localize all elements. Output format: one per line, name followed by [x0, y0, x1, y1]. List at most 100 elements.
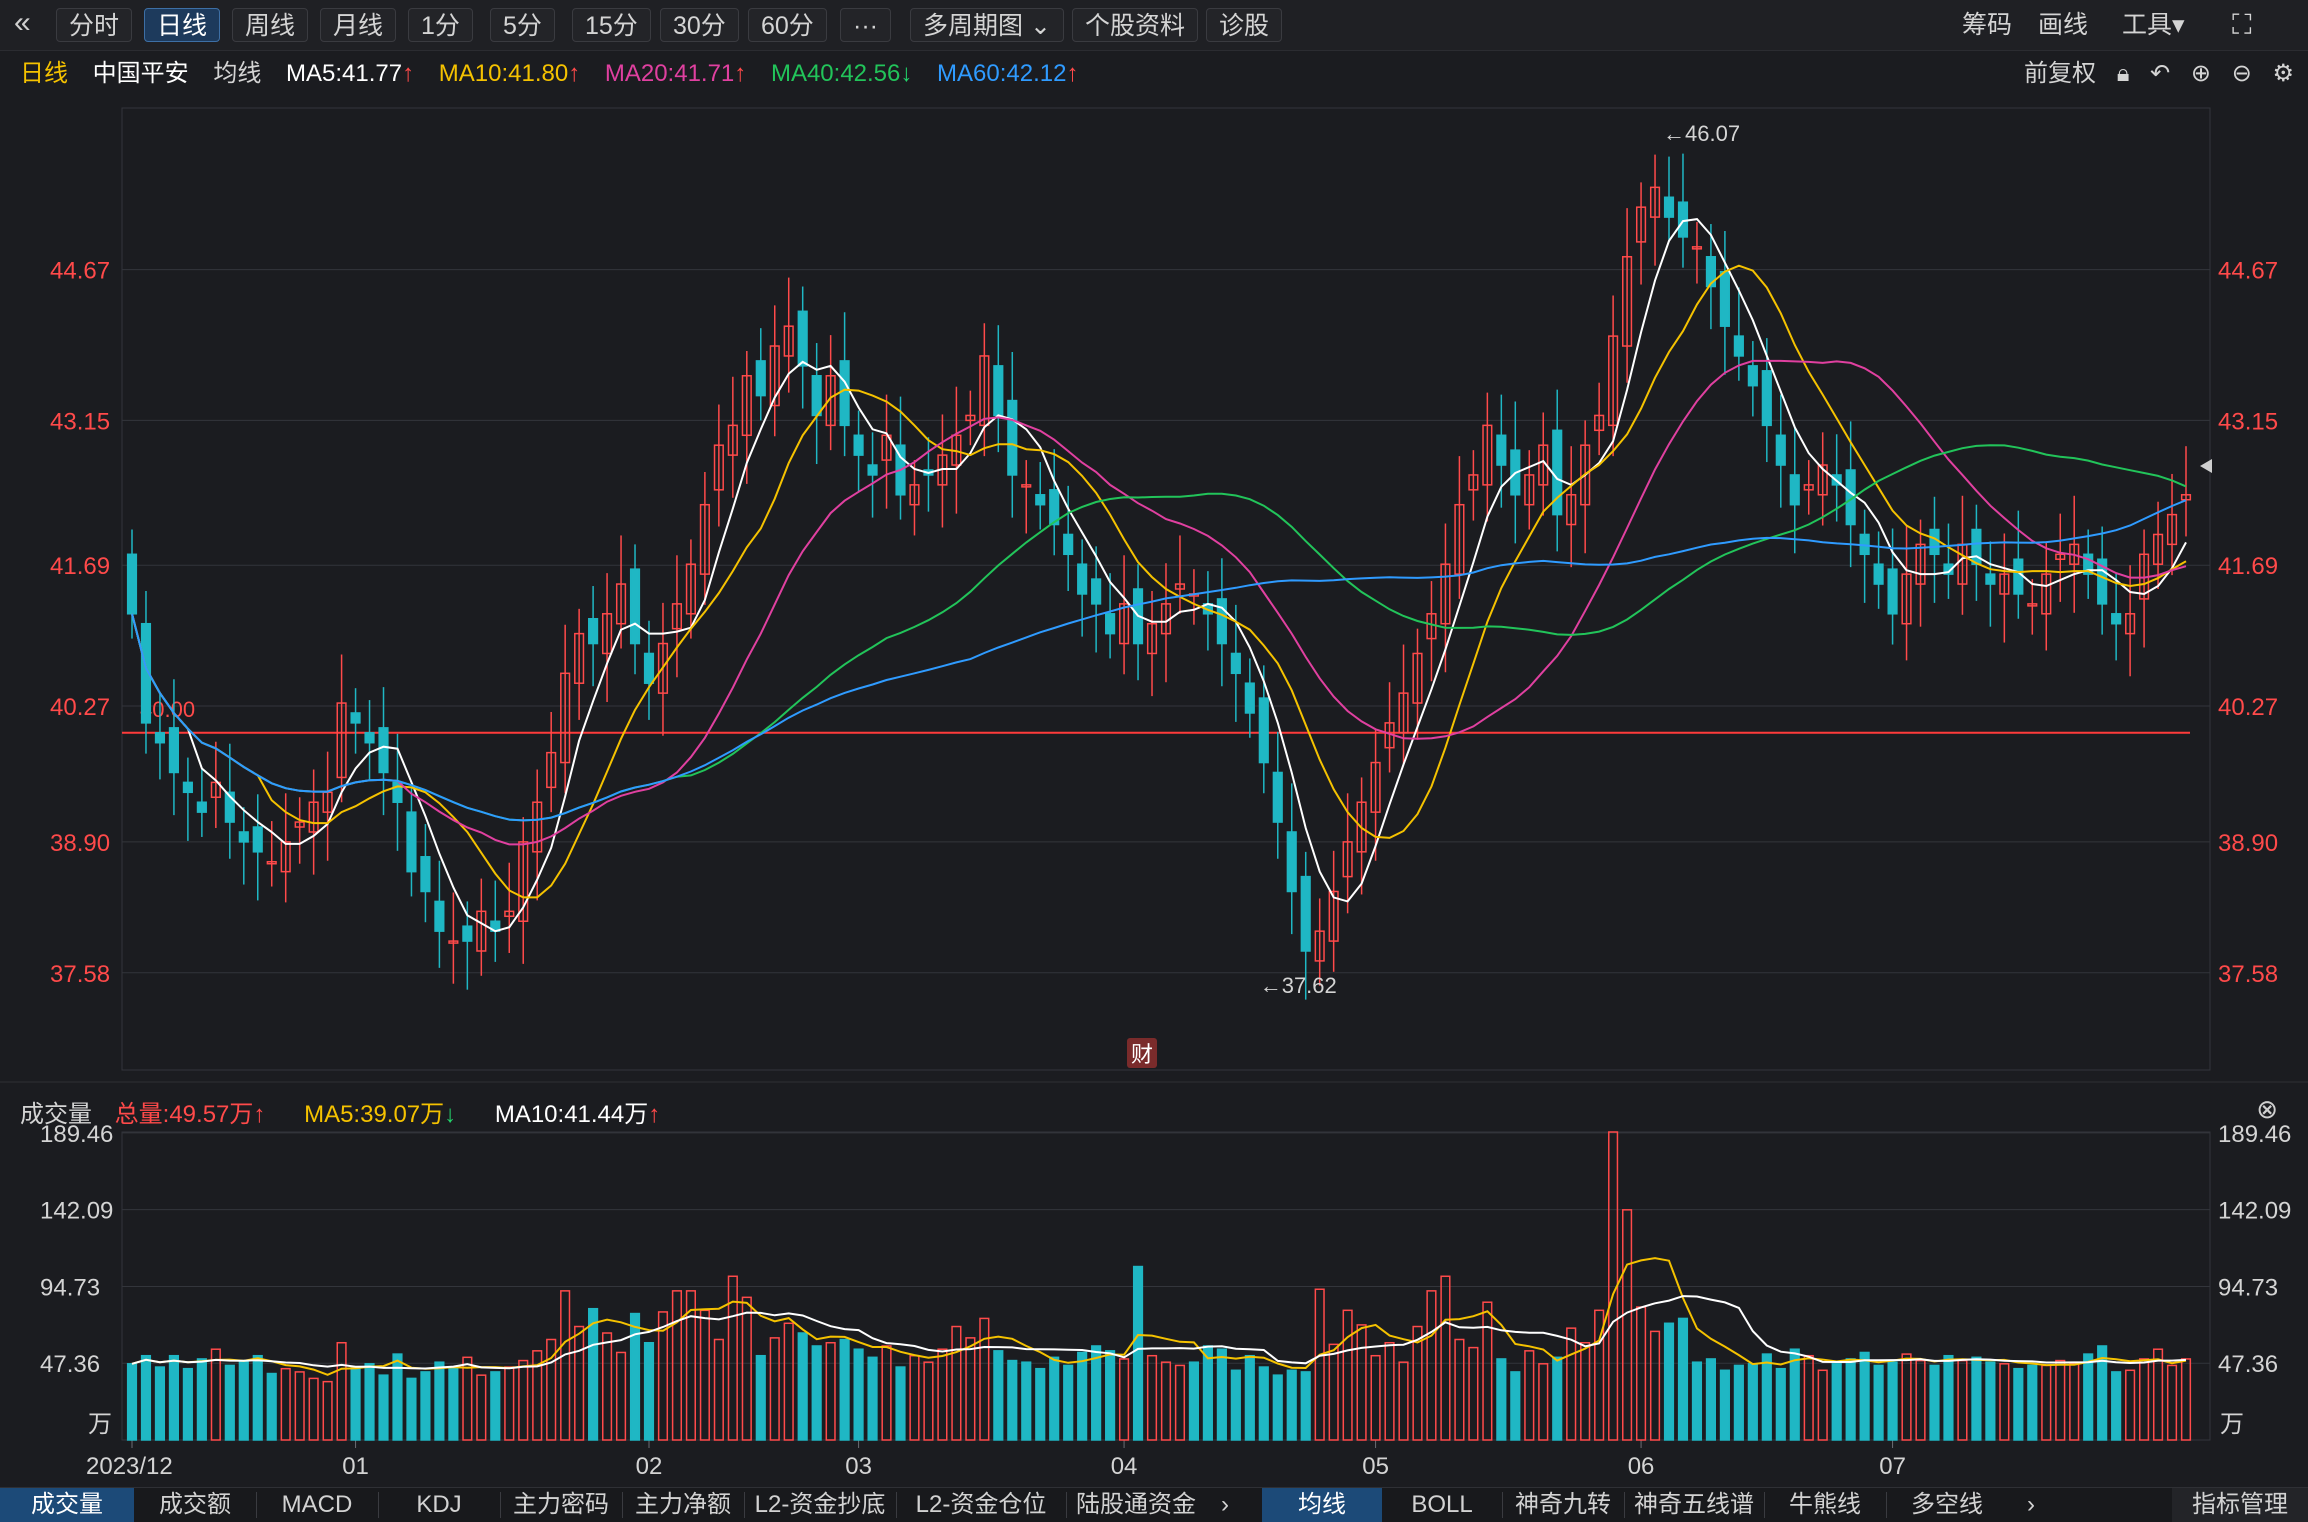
tab-northbound[interactable]: 陆股通资金 — [1076, 1491, 1196, 1518]
candle-body — [1300, 875, 1311, 952]
volume-bar — [1105, 1350, 1116, 1441]
candle-body — [1091, 578, 1102, 605]
volume-bar — [504, 1366, 515, 1441]
zoom-in-icon[interactable]: ⊕ — [2190, 60, 2212, 87]
draw-line-button[interactable]: 画线 — [2038, 11, 2089, 39]
more-periods-button[interactable]: ··· — [840, 8, 891, 42]
candle-body — [979, 355, 990, 427]
volume-bar — [2055, 1359, 2066, 1441]
diagnose-button[interactable]: 诊股 — [1206, 8, 1283, 42]
tab-period-monthly[interactable]: 月线 — [320, 8, 397, 42]
tab-volume[interactable]: 成交量 — [0, 1488, 134, 1522]
x-tick-label: 04 — [1111, 1453, 1138, 1480]
tab-long-short[interactable]: 多空线 — [1911, 1491, 1983, 1518]
kline-chart[interactable]: 44.67 44.67 43.15 43.15 41.69 41.69 40.27 40.27… — [0, 0, 2308, 1487]
tab-divider — [1066, 1492, 1067, 1518]
fullscreen-icon[interactable]: ⛶ — [2232, 9, 2252, 40]
volume-bar — [210, 1348, 221, 1441]
volume-bar — [685, 1290, 696, 1441]
close-panel-icon[interactable]: ⊗ — [2256, 1094, 2278, 1124]
tab-magic-five[interactable]: 神奇五线谱 — [1634, 1491, 1754, 1518]
volume-bar — [825, 1341, 836, 1441]
tab-period-30min[interactable]: 30分 — [660, 8, 739, 42]
volume-bar — [2013, 1367, 2024, 1441]
price-tick-label-left: 37.58 — [50, 961, 110, 988]
indicator-manage-button[interactable]: 指标管理 — [2172, 1488, 2308, 1522]
tab-period-60min[interactable]: 60分 — [748, 8, 827, 42]
volume-bar — [601, 1332, 613, 1441]
tab-boll[interactable]: BOLL — [1411, 1491, 1473, 1518]
finance-event-icon: 财 — [1131, 1043, 1153, 1068]
volume-bar — [727, 1275, 738, 1441]
tab-l2-bottom[interactable]: L2-资金抄底 — [754, 1491, 886, 1518]
volume-bar — [1300, 1371, 1311, 1441]
volume-tick-label-left: 94.73 — [40, 1274, 100, 1301]
volume-bar — [755, 1354, 766, 1441]
volume-bar — [462, 1356, 473, 1441]
candle-body — [1007, 399, 1018, 476]
tab-period-weekly[interactable]: 周线 — [232, 8, 309, 42]
volume-bar — [252, 1354, 263, 1441]
candle-body — [1118, 603, 1130, 645]
adjust-mode-button[interactable]: 前复权 — [2024, 60, 2097, 87]
volume-tick-label-right: 94.73 — [2218, 1274, 2278, 1301]
candle-body — [713, 444, 724, 491]
ma40-arrow: ↓ — [900, 60, 913, 87]
volume-tick-label-left: 142.09 — [40, 1198, 113, 1225]
tab-turnover[interactable]: 成交额 — [159, 1491, 231, 1518]
ma60-value: MA60:42.12 — [937, 60, 1067, 87]
tab-ma[interactable]: 均线 — [1262, 1488, 1382, 1522]
tab-period-5min[interactable]: 5分 — [490, 8, 555, 42]
volume-bar — [518, 1359, 529, 1441]
tab-period-15min[interactable]: 15分 — [572, 8, 651, 42]
volume-bar — [1775, 1367, 1786, 1441]
volume-bar — [1873, 1364, 1884, 1441]
tab-bull-bear[interactable]: 牛熊线 — [1789, 1491, 1861, 1518]
volume-bar — [1649, 1330, 1661, 1441]
x-tick-label: 01 — [342, 1453, 369, 1480]
chips-button[interactable]: 筹码 — [1962, 11, 2013, 39]
tab-main-net[interactable]: 主力净额 — [635, 1491, 731, 1518]
tab-period-1min[interactable]: 1分 — [408, 8, 473, 42]
double-chevron-left-icon[interactable]: « — [14, 6, 31, 39]
candle-body — [1580, 444, 1591, 506]
lock-icon[interactable]: 🔒︎ — [2116, 60, 2130, 87]
volume-bar — [1705, 1358, 1717, 1441]
volume-bar — [1719, 1369, 1730, 1441]
volume-bar — [294, 1371, 305, 1441]
candle-body — [1496, 434, 1507, 466]
tab-main-code[interactable]: 主力密码 — [513, 1491, 609, 1518]
chevron-right-icon[interactable]: › — [2027, 1491, 2035, 1518]
tab-macd[interactable]: MACD — [281, 1491, 353, 1518]
tab-l2-position[interactable]: L2-资金仓位 — [915, 1491, 1047, 1518]
multi-period-dropdown[interactable]: 多周期图 ⌄ — [910, 8, 1064, 42]
volume-bar — [1691, 1361, 1703, 1441]
candle-body — [2152, 533, 2164, 565]
volume-bar — [322, 1380, 333, 1441]
price-tick-label-left: 38.90 — [50, 830, 110, 857]
tab-period-daily[interactable]: 日线 — [144, 8, 221, 42]
candle-body — [378, 727, 389, 774]
ma60-arrow: ↑ — [1066, 60, 1079, 87]
candle-body — [1663, 196, 1675, 218]
stock-name[interactable]: 中国平安 — [92, 60, 189, 87]
tab-period-minute[interactable]: 分时 — [56, 8, 133, 42]
ma-label[interactable]: 均线 — [213, 60, 262, 87]
volume-bar — [1859, 1351, 1870, 1441]
candle-body — [1244, 682, 1255, 714]
volume-bar — [1146, 1354, 1158, 1441]
candle-body — [1677, 201, 1689, 238]
volume-title[interactable]: 成交量 — [20, 1101, 92, 1128]
stock-info-button[interactable]: 个股资料 — [1072, 8, 1199, 42]
tab-magic-nine[interactable]: 神奇九转 — [1515, 1491, 1611, 1518]
volume-bar — [993, 1350, 1004, 1441]
gear-icon[interactable]: ⚙ — [2272, 60, 2294, 87]
zoom-out-icon[interactable]: ⊖ — [2231, 60, 2252, 87]
tools-menu[interactable]: 工具▾ — [2122, 11, 2185, 39]
undo-icon[interactable]: ↶ — [2150, 60, 2171, 87]
tab-divider — [378, 1492, 379, 1518]
volume-ma10-arrow: ↑ — [648, 1101, 661, 1128]
chevron-right-icon[interactable]: › — [1221, 1491, 1229, 1518]
price-tick-label-left: 40.27 — [50, 694, 110, 721]
tab-kdj[interactable]: KDJ — [416, 1491, 462, 1518]
